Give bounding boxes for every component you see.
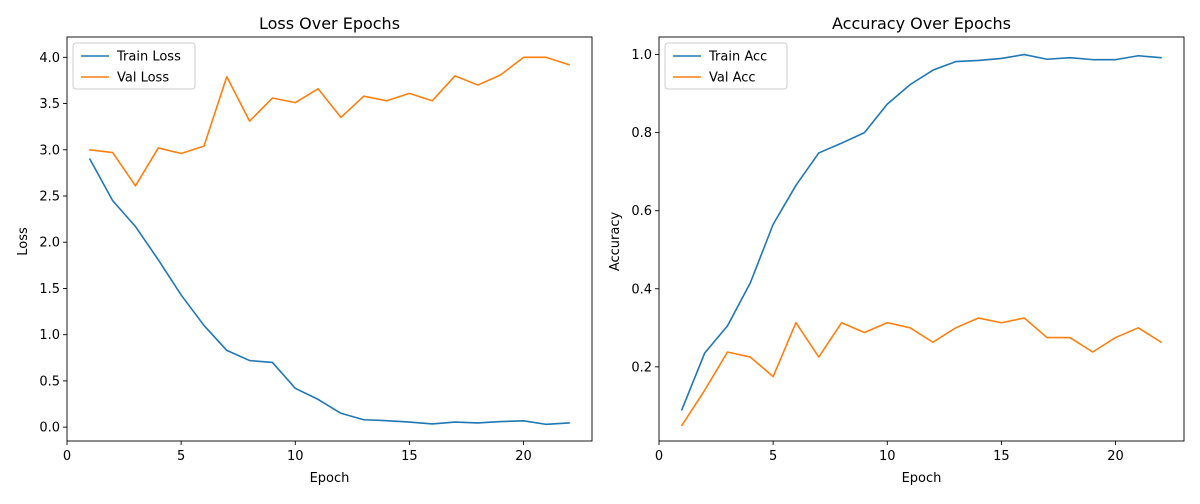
y-tick-label: 2.5: [39, 190, 60, 205]
loss-chart: Loss Over Epochs Epoch Loss 0 5 10 15 200.00…: [16, 14, 593, 486]
x-tick-label: 5: [177, 449, 185, 464]
accuracy-chart: Accuracy Over Epochs Epoch Accuracy 0 5 10…: [608, 14, 1185, 486]
series-line-train-loss: [89, 158, 570, 426]
y-tick-label: 0.4: [631, 282, 652, 297]
x-tick-label: 15: [993, 449, 1010, 464]
y-axis-label: Loss: [16, 227, 31, 256]
x-tick-label: 15: [401, 449, 418, 464]
y-tick-label: 0.6: [631, 204, 652, 219]
y-tick-label: 3.5: [39, 97, 60, 112]
y-tick-label: 0.0: [39, 421, 60, 436]
y-tick-label: 3.0: [39, 143, 60, 158]
series-line-val-acc: [681, 317, 1162, 427]
x-axis-label: Epoch: [902, 471, 942, 486]
y-tick-label: 1.0: [631, 48, 652, 63]
x-tick-label: 0: [63, 449, 71, 464]
series-line-val-loss: [89, 56, 570, 187]
legend-label: Val Acc: [709, 71, 756, 86]
y-tick-label: 2.0: [39, 236, 60, 251]
legend-label: Train Acc: [708, 50, 767, 65]
legend: Train Loss Val Loss: [72, 42, 196, 90]
legend: Train Acc Val Acc: [664, 42, 788, 90]
legend-label: Val Loss: [117, 71, 169, 86]
y-tick-label: 0.8: [631, 126, 652, 141]
y-tick-label: 4.0: [39, 51, 60, 66]
x-tick-label: 0: [655, 449, 663, 464]
axes-frame: [658, 36, 1185, 442]
chart-title: Loss Over Epochs: [259, 14, 400, 33]
plot-area: 0 5 10 15 20 0.0 0.5 1.0 1.5 2.0 2.5 3.0 3.5 4.0 Train…: [39, 36, 593, 464]
x-tick-label: 5: [769, 449, 777, 464]
x-tick-label: 20: [515, 449, 532, 464]
x-axis-label: Epoch: [310, 471, 350, 486]
y-tick-label: 0.5: [39, 374, 60, 389]
y-tick-label: 1.0: [39, 328, 60, 343]
y-axis-label: Accuracy: [608, 212, 623, 272]
legend-label: Train Loss: [116, 50, 181, 65]
x-tick-label: 10: [287, 449, 304, 464]
plot-area: 0 5 10 15 20 0.2 0.4 0.6 0.8 1.0 Train Acc Val Acc: [631, 36, 1185, 464]
x-tick-label: 10: [879, 449, 896, 464]
y-tick-label: 1.5: [39, 282, 60, 297]
axes-frame: [66, 36, 593, 442]
x-tick-label: 20: [1107, 449, 1124, 464]
y-tick-label: 0.2: [631, 360, 652, 375]
chart-title: Accuracy Over Epochs: [832, 14, 1011, 33]
series-line-train-acc: [681, 53, 1162, 411]
